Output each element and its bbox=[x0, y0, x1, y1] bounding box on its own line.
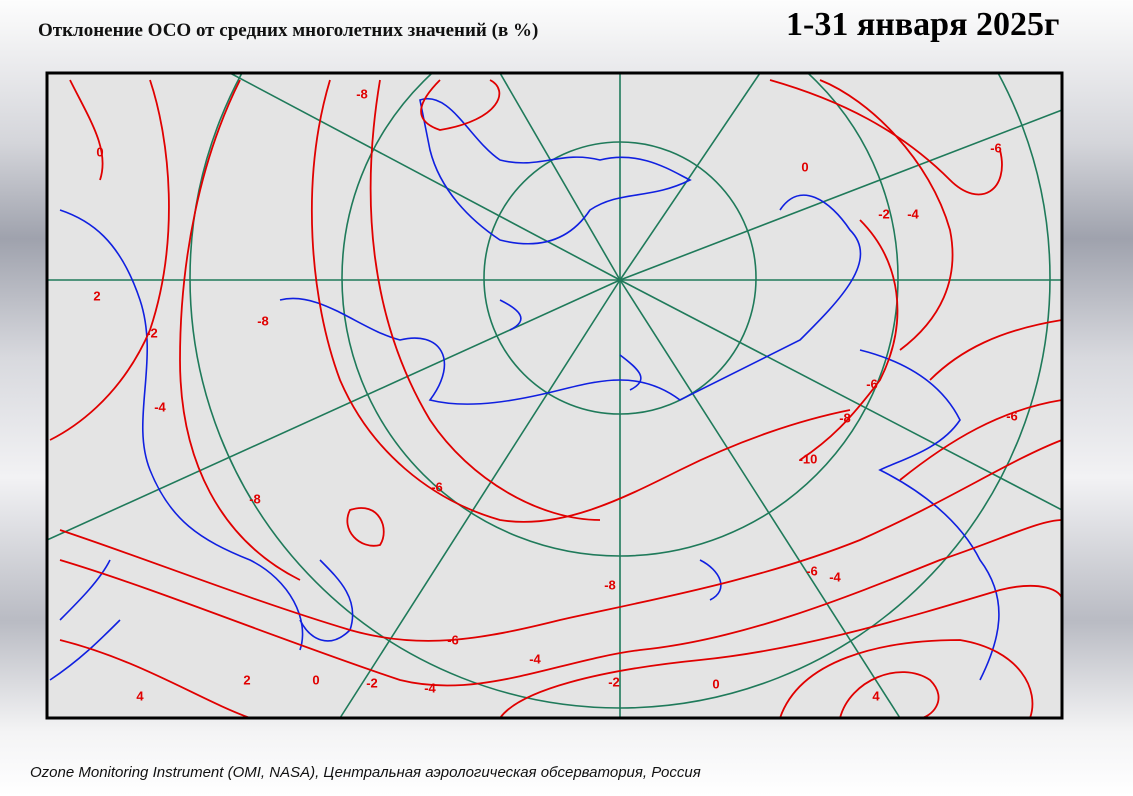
contour-label: 0 bbox=[96, 144, 103, 159]
contour-label: -8 bbox=[604, 577, 616, 592]
contour-label: 0 bbox=[801, 159, 808, 174]
contour-label: -8 bbox=[257, 313, 269, 328]
contour-label: -4 bbox=[829, 569, 841, 584]
contour-label: -2 bbox=[608, 674, 620, 689]
contour-label: -8 bbox=[249, 491, 261, 506]
contour-label: -6 bbox=[447, 632, 459, 647]
contour-label: -6 bbox=[1006, 408, 1018, 423]
graticule bbox=[47, 73, 1062, 718]
title: Отклонение ОСО от средних многолетних зн… bbox=[38, 20, 539, 41]
contour-label: 4 bbox=[872, 688, 880, 703]
contour-label: -2 bbox=[146, 325, 158, 340]
coastlines bbox=[49, 97, 1000, 681]
contour-label: -6 bbox=[990, 140, 1002, 155]
contour-label: -4 bbox=[907, 206, 919, 221]
map-layers bbox=[47, 73, 1062, 718]
contours bbox=[49, 79, 1062, 718]
contour-label: 0 bbox=[712, 676, 719, 691]
contour-label: -4 bbox=[154, 399, 166, 414]
contour-label: -6 bbox=[806, 563, 818, 578]
contour-label: -10 bbox=[799, 451, 818, 466]
contour-label: 4 bbox=[136, 688, 144, 703]
contour-label: 0 bbox=[312, 672, 319, 687]
contour-label: -2 bbox=[366, 675, 378, 690]
contour-label: 2 bbox=[243, 672, 250, 687]
source: Ozone Monitoring Instrument (OMI, NASA),… bbox=[30, 764, 701, 781]
map-frame bbox=[45, 71, 1064, 720]
contour-label: -2 bbox=[878, 206, 890, 221]
contour-label: -6 bbox=[866, 376, 878, 391]
contour-label: 2 bbox=[93, 288, 100, 303]
period: 1-31 января 2025г bbox=[786, 6, 1060, 43]
contour-label: -8 bbox=[356, 86, 368, 101]
contour-label: -4 bbox=[529, 651, 541, 666]
contour-label: -6 bbox=[431, 479, 443, 494]
contour-labels: -8 0 0 -6 -2 -4 2 -2 -8 -4 -6 -8 -6 -10 -6 -8 -8 -6 -4 -6 -4… bbox=[93, 86, 1017, 703]
contour-label: -4 bbox=[424, 680, 436, 695]
contour-label: -8 bbox=[839, 410, 851, 425]
